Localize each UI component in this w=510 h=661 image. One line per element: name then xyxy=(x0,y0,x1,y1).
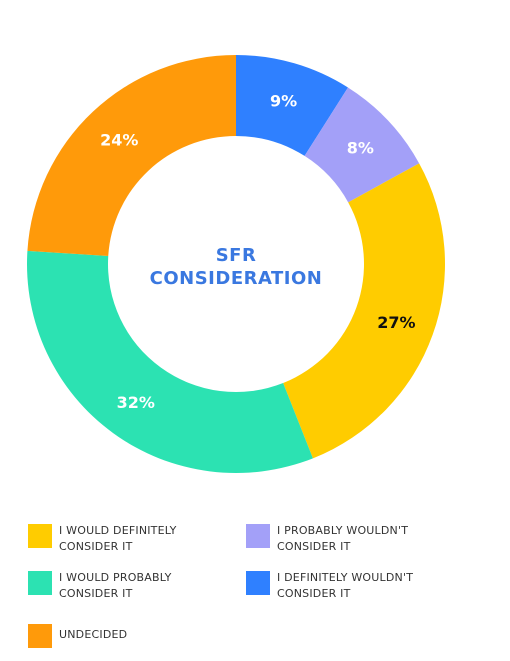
legend-label: I WOULD DEFINITELY CONSIDER IT xyxy=(59,523,177,555)
slice-value-label: 32% xyxy=(117,393,155,412)
legend-label-line: I WOULD PROBABLY xyxy=(59,571,172,584)
chart-slice-labels: 9% 8% 27% 32% 24% xyxy=(100,91,415,412)
legend-swatch xyxy=(28,624,52,648)
donut-slice-0 xyxy=(236,55,348,156)
center-title-line-1: SFR xyxy=(216,245,257,266)
legend-swatch xyxy=(246,571,270,595)
legend-label-line: CONSIDER IT xyxy=(277,587,351,600)
legend-label: UNDECIDED xyxy=(59,623,127,643)
legend-item-definitely-wouldnt: I DEFINITELY WOULDN'T CONSIDER IT xyxy=(246,570,413,602)
legend-label-line: I WOULD DEFINITELY xyxy=(59,524,177,537)
chart-slices xyxy=(27,54,445,473)
slice-value-label: 27% xyxy=(377,313,415,332)
legend-item-probably-wouldnt: I PROBABLY WOULDN'T CONSIDER IT xyxy=(246,523,408,555)
slice-value-label: 24% xyxy=(100,131,138,150)
legend-label-line: CONSIDER IT xyxy=(59,540,133,553)
legend-label-line: I PROBABLY WOULDN'T xyxy=(277,524,409,537)
legend-swatch xyxy=(28,571,52,595)
donut-slice-1 xyxy=(304,87,420,203)
legend-swatch xyxy=(246,524,270,548)
legend-label-line: CONSIDER IT xyxy=(277,540,351,553)
legend-label: I WOULD PROBABLY CONSIDER IT xyxy=(59,570,172,602)
legend-item-definitely-consider: I WOULD DEFINITELY CONSIDER IT xyxy=(28,523,177,555)
donut-chart: 9% 8% 27% 32% 24% SFR CONSIDERATION xyxy=(27,54,445,473)
slice-value-label: 9% xyxy=(270,91,297,110)
legend-label: I PROBABLY WOULDN'T CONSIDER IT xyxy=(277,523,408,555)
donut-slice-4 xyxy=(27,54,236,256)
legend-label: I DEFINITELY WOULDN'T CONSIDER IT xyxy=(277,570,413,602)
legend-item-undecided: UNDECIDED xyxy=(28,623,127,648)
legend-item-probably-consider: I WOULD PROBABLY CONSIDER IT xyxy=(28,570,172,602)
slice-value-label: 8% xyxy=(347,138,374,157)
center-title-line-2: CONSIDERATION xyxy=(150,268,323,289)
donut-slice-2 xyxy=(283,163,445,459)
legend-label-line: CONSIDER IT xyxy=(59,587,133,600)
legend-swatch xyxy=(28,524,52,548)
donut-slice-3 xyxy=(27,250,313,473)
legend-label-line: UNDECIDED xyxy=(59,628,128,641)
legend-label-line: I DEFINITELY WOULDN'T xyxy=(277,571,414,584)
